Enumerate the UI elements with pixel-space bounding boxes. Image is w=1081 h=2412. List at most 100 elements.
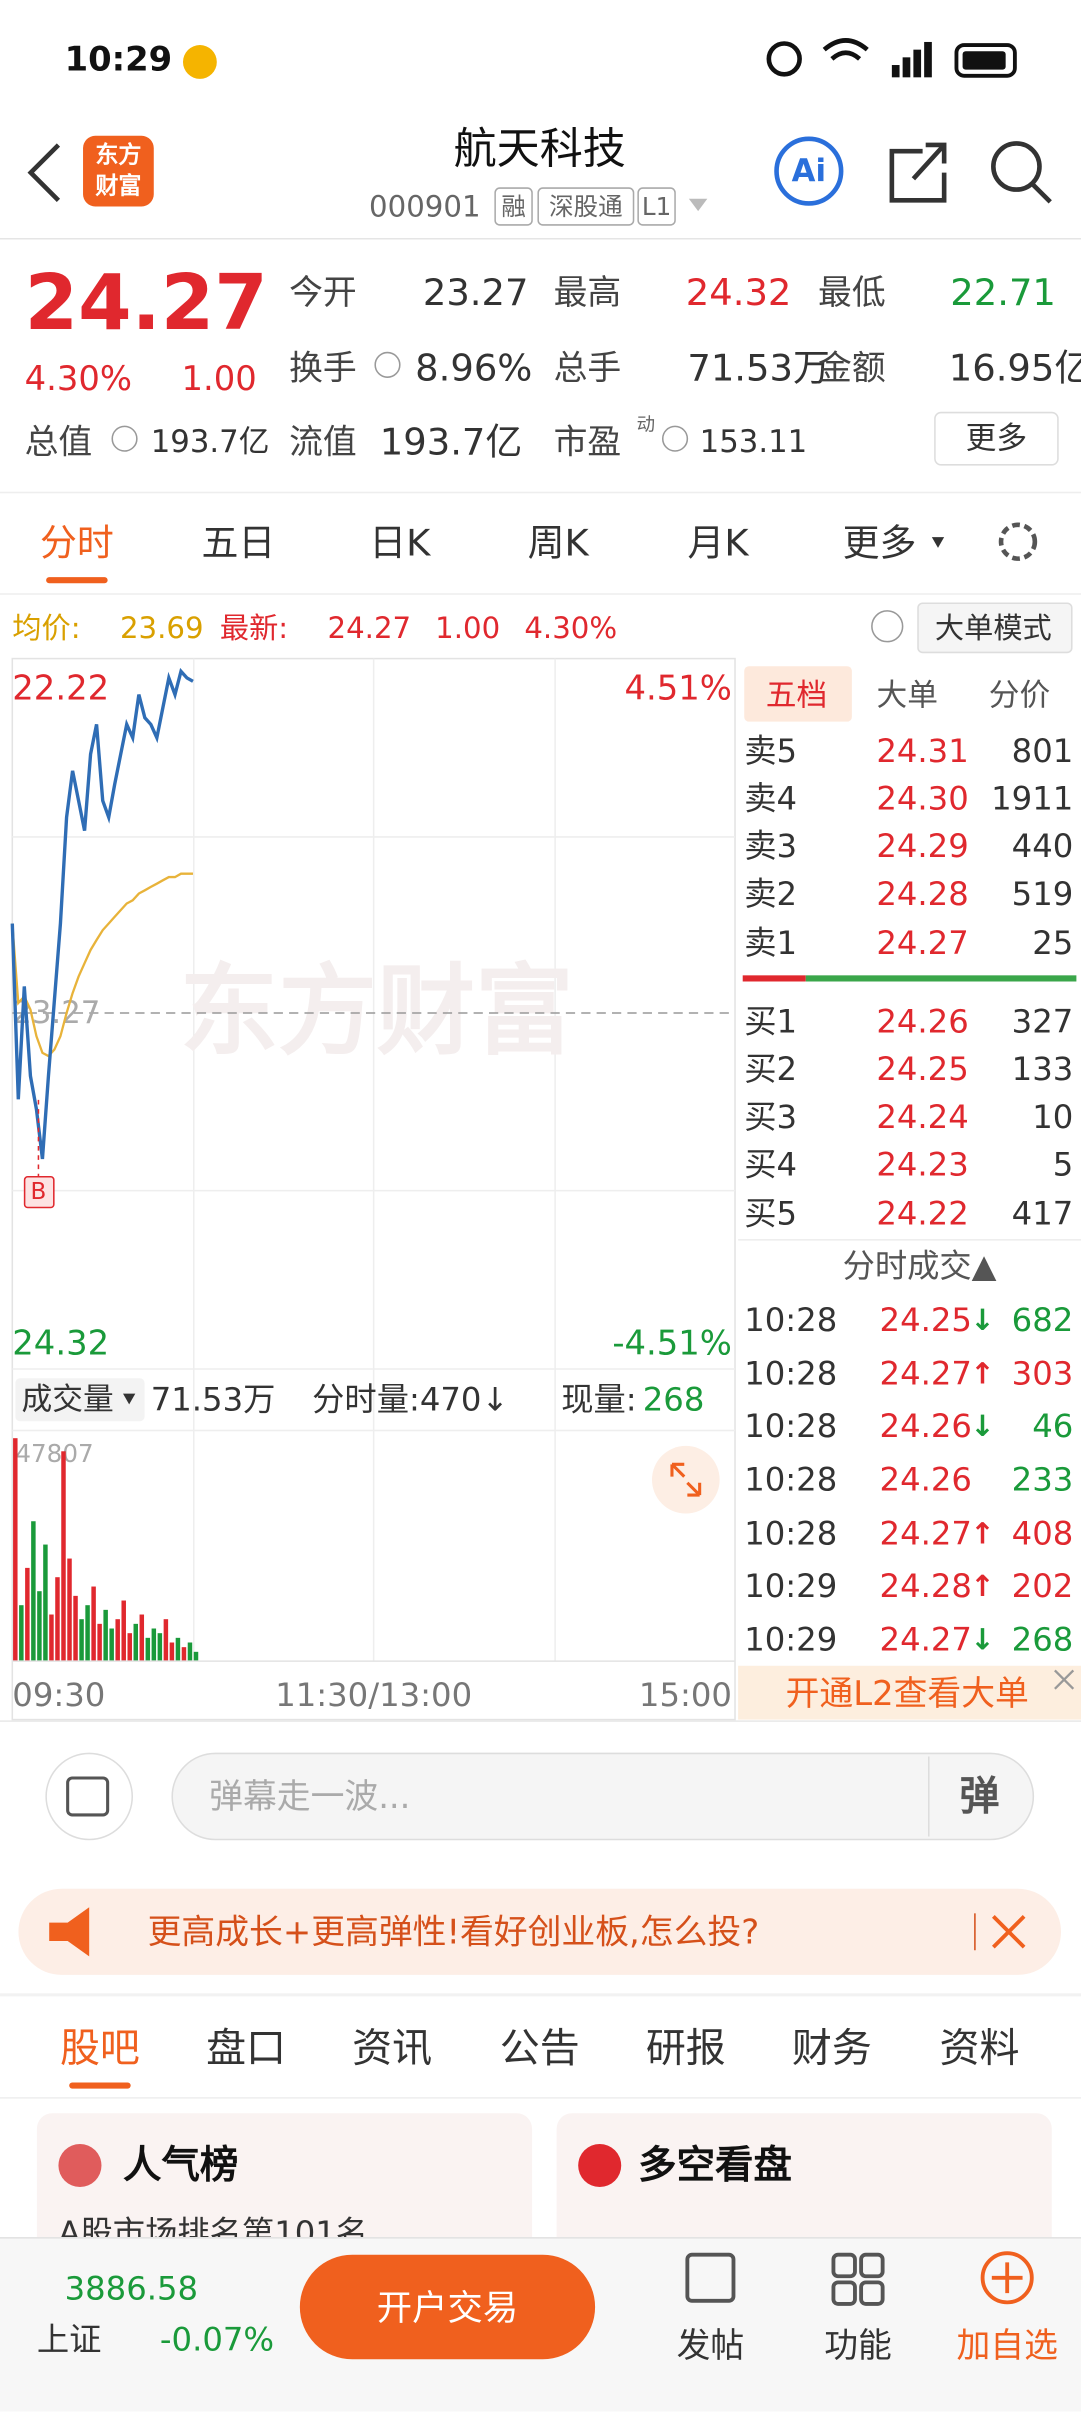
back-button[interactable] [27, 143, 61, 202]
volume-label[interactable]: 成交量 [22, 1382, 114, 1418]
trade-volume: 233 [1012, 1461, 1074, 1499]
tab-indicator [46, 577, 108, 584]
trade-volume: 268 [1012, 1621, 1074, 1659]
book-price: 24.30 [876, 780, 968, 818]
ai-label: Ai [792, 153, 826, 189]
volume-bar [133, 1623, 139, 1662]
battery-icon [954, 43, 1017, 78]
ad-close[interactable] [991, 1915, 1026, 1949]
last-value: 24.27 [328, 611, 412, 645]
nav-item[interactable]: 发帖 [677, 2326, 745, 2365]
trade-direction: ↑ [970, 1357, 994, 1391]
last-change: 1.00 [435, 611, 500, 645]
card-icon [578, 2143, 622, 2188]
section-gap [0, 1993, 1081, 1997]
book-price: 24.25 [876, 1050, 968, 1088]
section-tab[interactable]: 财务 [792, 2026, 872, 2072]
trade-volume: 202 [1012, 1567, 1074, 1605]
volume-bar [115, 1619, 120, 1662]
period-tab[interactable]: 更多 [843, 522, 917, 565]
book-tab-active [744, 666, 852, 722]
trade-time: 10:28 [744, 1301, 837, 1339]
trade-price: 24.27 [880, 1621, 972, 1659]
book-price: 24.23 [876, 1145, 968, 1183]
book-tab[interactable]: 大单 [876, 677, 938, 713]
volume-bar [13, 1438, 18, 1662]
field-value: 22.71 [950, 271, 1056, 314]
nav-item[interactable]: 功能 [824, 2326, 892, 2365]
search-button[interactable] [991, 141, 1042, 192]
danmaku-button[interactable]: 弹 [960, 1773, 1000, 1819]
more-label[interactable]: 更多 [966, 421, 1028, 457]
share-button[interactable] [889, 142, 947, 203]
trades-title[interactable]: 分时成交▲ [843, 1247, 997, 1285]
y-tick-label: 24.32 [12, 1323, 109, 1362]
volume-total: 71.53万 [151, 1381, 276, 1419]
tag-box [537, 187, 635, 226]
pct-bottom: -4.51% [612, 1323, 732, 1362]
book-label: 卖2 [744, 875, 797, 913]
avg-line [11, 872, 193, 1058]
volume-bar [67, 1558, 72, 1662]
ai-button[interactable] [774, 136, 844, 206]
tag-box [494, 187, 533, 226]
comment-settings[interactable] [45, 1752, 134, 1841]
info-icon [661, 425, 689, 452]
volume-selector [15, 1378, 145, 1422]
mode-label[interactable]: 大单模式 [935, 611, 1052, 645]
dropdown-arrow [931, 537, 945, 548]
section-tab[interactable]: 研报 [646, 2026, 726, 2072]
book-label: 买1 [744, 1002, 797, 1040]
trade-volume: 46 [1032, 1407, 1073, 1445]
volume-bar [55, 1577, 60, 1662]
book-price: 24.29 [876, 827, 968, 865]
section-tab[interactable]: 资讯 [352, 2026, 432, 2072]
trade-price: 24.26 [880, 1407, 972, 1445]
period-tab[interactable]: 月K [688, 522, 750, 565]
pct-top: 4.51% [625, 668, 732, 707]
volume-bar [73, 1595, 78, 1662]
book-tab[interactable]: 分价 [989, 677, 1051, 713]
volume-bar [85, 1605, 90, 1662]
section-tab[interactable]: 股吧 [60, 2026, 140, 2072]
field-label: 今开 [289, 273, 357, 312]
book-price: 24.22 [876, 1195, 968, 1233]
trade-time: 10:29 [744, 1567, 837, 1605]
signal-bar [891, 65, 900, 78]
index-name: 上证 [37, 2320, 102, 2358]
ratio-red [742, 975, 806, 982]
trade-button-label[interactable]: 开户交易 [377, 2288, 518, 2329]
trade-time: 10:28 [744, 1407, 837, 1445]
period-tab[interactable]: 分时 [40, 522, 114, 565]
volume-bar [181, 1647, 187, 1662]
period-tab[interactable]: 日K [369, 522, 431, 565]
period-tab[interactable]: 五日 [201, 522, 275, 565]
trade-time: 10:29 [744, 1621, 837, 1659]
y-tick-label: 22.22 [12, 668, 109, 707]
volume-max-label: 47807 [15, 1439, 93, 1468]
section-tab[interactable]: 资料 [940, 2026, 1020, 2072]
banner-close[interactable] [1054, 1669, 1075, 1690]
tag-box [637, 187, 676, 226]
signal-bar [913, 49, 922, 78]
section-tab[interactable]: 盘口 [206, 2026, 286, 2072]
period-tab[interactable]: 周K [528, 522, 590, 565]
settings-button[interactable] [998, 522, 1038, 561]
field-value: 24.32 [686, 271, 792, 314]
trade-price: 24.25 [880, 1301, 972, 1339]
alarm-icon [766, 41, 802, 77]
nav-item[interactable]: 加自选 [956, 2326, 1057, 2365]
info-icon [374, 351, 401, 378]
avg-label: 均价: [12, 611, 80, 645]
x-tick-label: 11:30/13:00 [275, 1676, 472, 1714]
book-volume: 1911 [991, 780, 1073, 818]
section-tab[interactable]: 公告 [500, 2026, 580, 2072]
trade-volume: 408 [1012, 1515, 1074, 1553]
last-price: 24.27 [25, 259, 268, 348]
expand-button[interactable] [651, 1445, 720, 1514]
book-label: 卖3 [744, 827, 797, 865]
field-value: 153.11 [700, 424, 808, 460]
post-icon [685, 2252, 736, 2303]
l2-banner-label[interactable]: 开通L2查看大单 [786, 1674, 1029, 1713]
book-tab[interactable]: 五档 [766, 677, 828, 713]
